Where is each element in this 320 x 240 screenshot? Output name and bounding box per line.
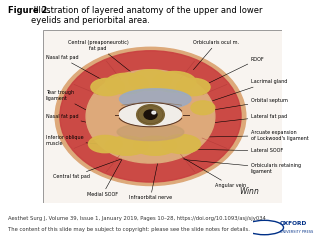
Circle shape	[137, 105, 164, 125]
Text: UNIVERSITY PRESS: UNIVERSITY PRESS	[280, 230, 313, 234]
Text: Central (preaponeurotic)
fat pad: Central (preaponeurotic) fat pad	[68, 40, 143, 82]
Ellipse shape	[163, 135, 201, 154]
Circle shape	[86, 70, 215, 163]
Ellipse shape	[134, 136, 177, 155]
Text: Nasal fat pad: Nasal fat pad	[45, 114, 91, 123]
Ellipse shape	[91, 78, 124, 96]
Ellipse shape	[153, 72, 196, 92]
Ellipse shape	[119, 103, 181, 126]
Circle shape	[60, 51, 241, 182]
Text: Lateral SOOF: Lateral SOOF	[193, 149, 283, 153]
Text: Illustration of layered anatomy of the upper and lower
eyelids and periorbital a: Illustration of layered anatomy of the u…	[31, 6, 262, 25]
Ellipse shape	[177, 78, 210, 96]
Text: Lateral fat pad: Lateral fat pad	[208, 114, 287, 123]
Ellipse shape	[129, 70, 172, 90]
Text: Infraorbital nerve: Infraorbital nerve	[129, 163, 172, 200]
Text: ROOF: ROOF	[208, 57, 264, 84]
Ellipse shape	[89, 135, 122, 153]
Text: Lacrimal gland: Lacrimal gland	[212, 79, 287, 101]
Ellipse shape	[117, 123, 184, 141]
Text: Arcuate expansion
of Lockwood's ligament: Arcuate expansion of Lockwood's ligament	[198, 130, 308, 141]
Text: OXFORD: OXFORD	[280, 221, 307, 226]
Ellipse shape	[191, 101, 215, 115]
Text: Tear trough
ligament: Tear trough ligament	[45, 90, 89, 111]
Text: Orbital septum: Orbital septum	[205, 98, 287, 111]
Ellipse shape	[119, 89, 191, 109]
Text: Orbicularis ocul m.: Orbicularis ocul m.	[193, 40, 239, 70]
Circle shape	[144, 110, 157, 119]
Text: Orbicularis retaining
ligament: Orbicularis retaining ligament	[184, 160, 301, 174]
Circle shape	[55, 47, 246, 186]
Text: $\mathit{Winn}$: $\mathit{Winn}$	[239, 185, 260, 196]
Text: Aesthet Surg J, Volume 39, Issue 1, January 2019, Pages 10–28, https://doi.org/1: Aesthet Surg J, Volume 39, Issue 1, Janu…	[8, 216, 266, 221]
Text: Inferior oblique
muscle: Inferior oblique muscle	[45, 135, 98, 146]
Text: Angular vein: Angular vein	[174, 153, 246, 188]
Text: Medial SOOF: Medial SOOF	[87, 160, 122, 197]
Text: Nasal fat pad: Nasal fat pad	[45, 55, 103, 80]
Text: Figure 2.: Figure 2.	[8, 6, 51, 15]
Ellipse shape	[105, 73, 148, 94]
Circle shape	[152, 111, 156, 114]
Ellipse shape	[105, 136, 148, 155]
Text: Central fat pad: Central fat pad	[53, 153, 139, 179]
Text: The content of this slide may be subject to copyright: please see the slide note: The content of this slide may be subject…	[8, 227, 250, 232]
